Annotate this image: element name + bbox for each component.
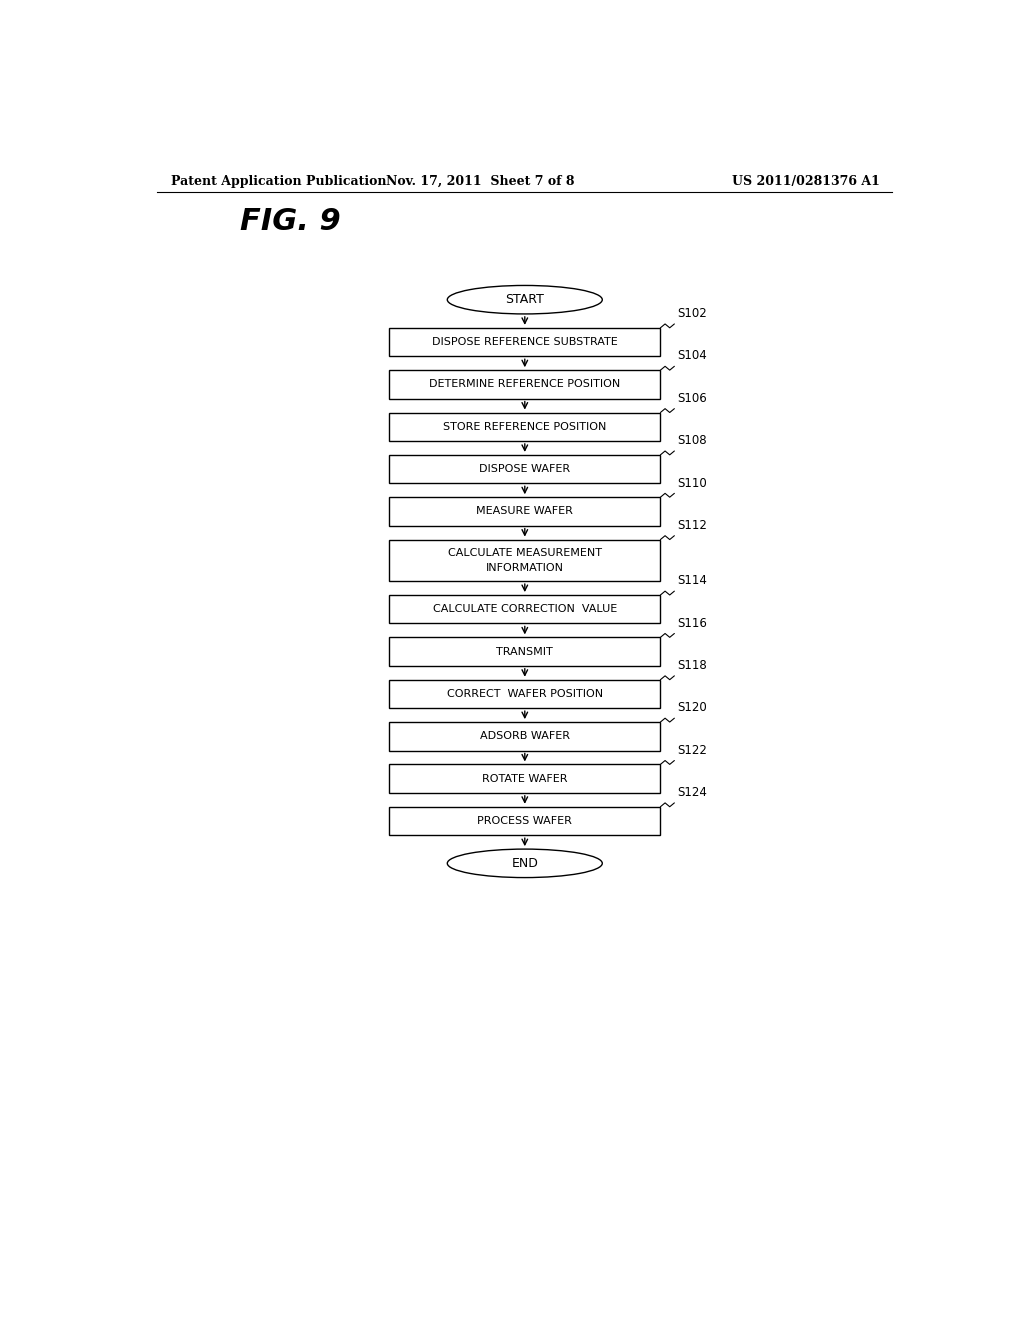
Text: S122: S122 — [678, 743, 708, 756]
Text: PROCESS WAFER: PROCESS WAFER — [477, 816, 572, 826]
Text: DETERMINE REFERENCE POSITION: DETERMINE REFERENCE POSITION — [429, 379, 621, 389]
Text: S108: S108 — [678, 434, 708, 447]
Text: INFORMATION: INFORMATION — [485, 564, 564, 573]
Text: Nov. 17, 2011  Sheet 7 of 8: Nov. 17, 2011 Sheet 7 of 8 — [386, 176, 574, 187]
Text: S104: S104 — [678, 350, 708, 363]
FancyBboxPatch shape — [389, 680, 660, 709]
Text: END: END — [511, 857, 539, 870]
Text: S114: S114 — [678, 574, 708, 587]
Ellipse shape — [447, 285, 602, 314]
Text: MEASURE WAFER: MEASURE WAFER — [476, 507, 573, 516]
Text: S110: S110 — [678, 477, 708, 490]
Text: ADSORB WAFER: ADSORB WAFER — [480, 731, 569, 742]
Text: FIG. 9: FIG. 9 — [241, 207, 341, 236]
Text: Patent Application Publication: Patent Application Publication — [171, 176, 386, 187]
Ellipse shape — [447, 849, 602, 878]
FancyBboxPatch shape — [389, 498, 660, 525]
Text: ROTATE WAFER: ROTATE WAFER — [482, 774, 567, 784]
FancyBboxPatch shape — [389, 595, 660, 623]
Text: CORRECT  WAFER POSITION: CORRECT WAFER POSITION — [446, 689, 603, 698]
Text: US 2011/0281376 A1: US 2011/0281376 A1 — [732, 176, 880, 187]
Text: S102: S102 — [678, 308, 708, 321]
FancyBboxPatch shape — [389, 638, 660, 665]
FancyBboxPatch shape — [389, 413, 660, 441]
Text: DISPOSE WAFER: DISPOSE WAFER — [479, 465, 570, 474]
FancyBboxPatch shape — [389, 722, 660, 751]
Text: S106: S106 — [678, 392, 708, 405]
Text: S112: S112 — [678, 519, 708, 532]
Text: START: START — [506, 293, 544, 306]
FancyBboxPatch shape — [389, 540, 660, 581]
FancyBboxPatch shape — [389, 327, 660, 356]
Text: S124: S124 — [678, 785, 708, 799]
Text: CALCULATE MEASUREMENT: CALCULATE MEASUREMENT — [447, 548, 602, 557]
FancyBboxPatch shape — [389, 807, 660, 836]
Text: CALCULATE CORRECTION  VALUE: CALCULATE CORRECTION VALUE — [433, 605, 616, 614]
Text: DISPOSE REFERENCE SUBSTRATE: DISPOSE REFERENCE SUBSTRATE — [432, 337, 617, 347]
Text: STORE REFERENCE POSITION: STORE REFERENCE POSITION — [443, 422, 606, 432]
Text: TRANSMIT: TRANSMIT — [497, 647, 553, 656]
FancyBboxPatch shape — [389, 764, 660, 793]
Text: S120: S120 — [678, 701, 708, 714]
FancyBboxPatch shape — [389, 455, 660, 483]
FancyBboxPatch shape — [389, 370, 660, 399]
Text: S118: S118 — [678, 659, 708, 672]
Text: S116: S116 — [678, 616, 708, 630]
